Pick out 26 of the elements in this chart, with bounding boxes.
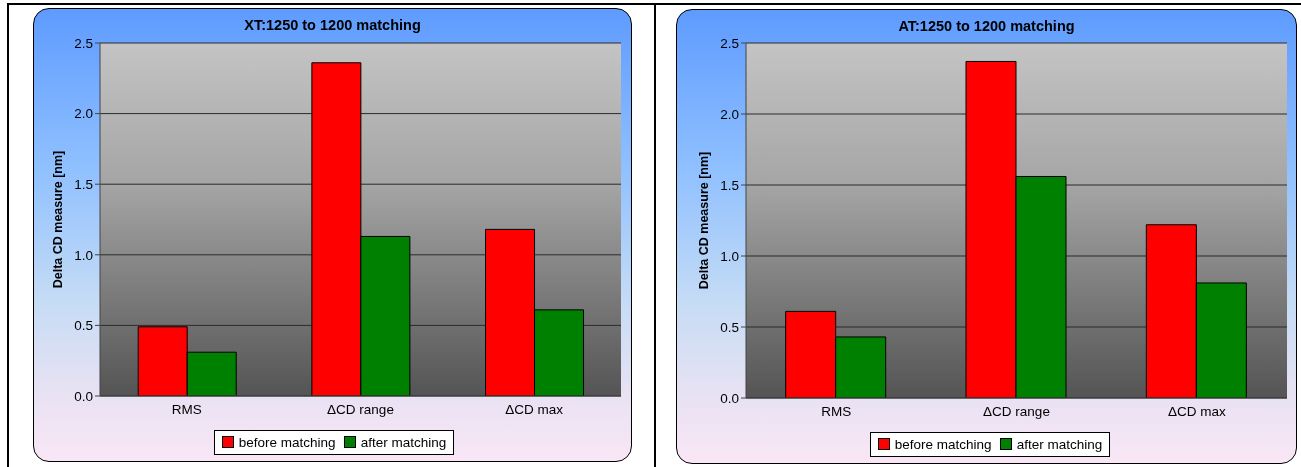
y-tick-label: 0.5 bbox=[719, 319, 739, 335]
chart-title: XT:1250 to 1200 matching bbox=[243, 17, 422, 33]
y-tick-label: 2.0 bbox=[719, 106, 739, 122]
x-tick-label: ΔCD range bbox=[326, 401, 394, 417]
y-axis-title: Delta CD measure [nm] bbox=[50, 150, 65, 288]
x-tick-label: ΔCD max bbox=[504, 401, 563, 417]
legend-label: after matching bbox=[360, 433, 447, 451]
x-tick-label: ΔCD range bbox=[982, 403, 1050, 419]
y-tick-label: 2.5 bbox=[719, 35, 739, 51]
y-tick-label: 0.0 bbox=[73, 388, 93, 404]
y-tick-label: 2.0 bbox=[73, 105, 93, 121]
y-tick-label: 1.5 bbox=[719, 177, 739, 193]
chart-title: AT:1250 to 1200 matching bbox=[897, 18, 1076, 34]
legend-label: before matching bbox=[238, 433, 336, 451]
y-tick-label: 1.5 bbox=[73, 176, 93, 192]
y-tick-label: 2.5 bbox=[73, 35, 93, 51]
x-tick-label: RMS bbox=[820, 403, 851, 419]
legend-label: before matching bbox=[894, 435, 992, 453]
y-tick-label: 0.0 bbox=[719, 390, 739, 406]
y-axis-title: Delta CD measure [nm] bbox=[696, 151, 711, 289]
y-tick-label: 0.5 bbox=[73, 317, 93, 333]
legend-label: after matching bbox=[1016, 435, 1103, 453]
x-tick-label: ΔCD max bbox=[1167, 403, 1226, 419]
x-tick-label: RMS bbox=[171, 401, 202, 417]
y-tick-label: 1.0 bbox=[719, 248, 739, 264]
y-tick-label: 1.0 bbox=[73, 247, 93, 263]
